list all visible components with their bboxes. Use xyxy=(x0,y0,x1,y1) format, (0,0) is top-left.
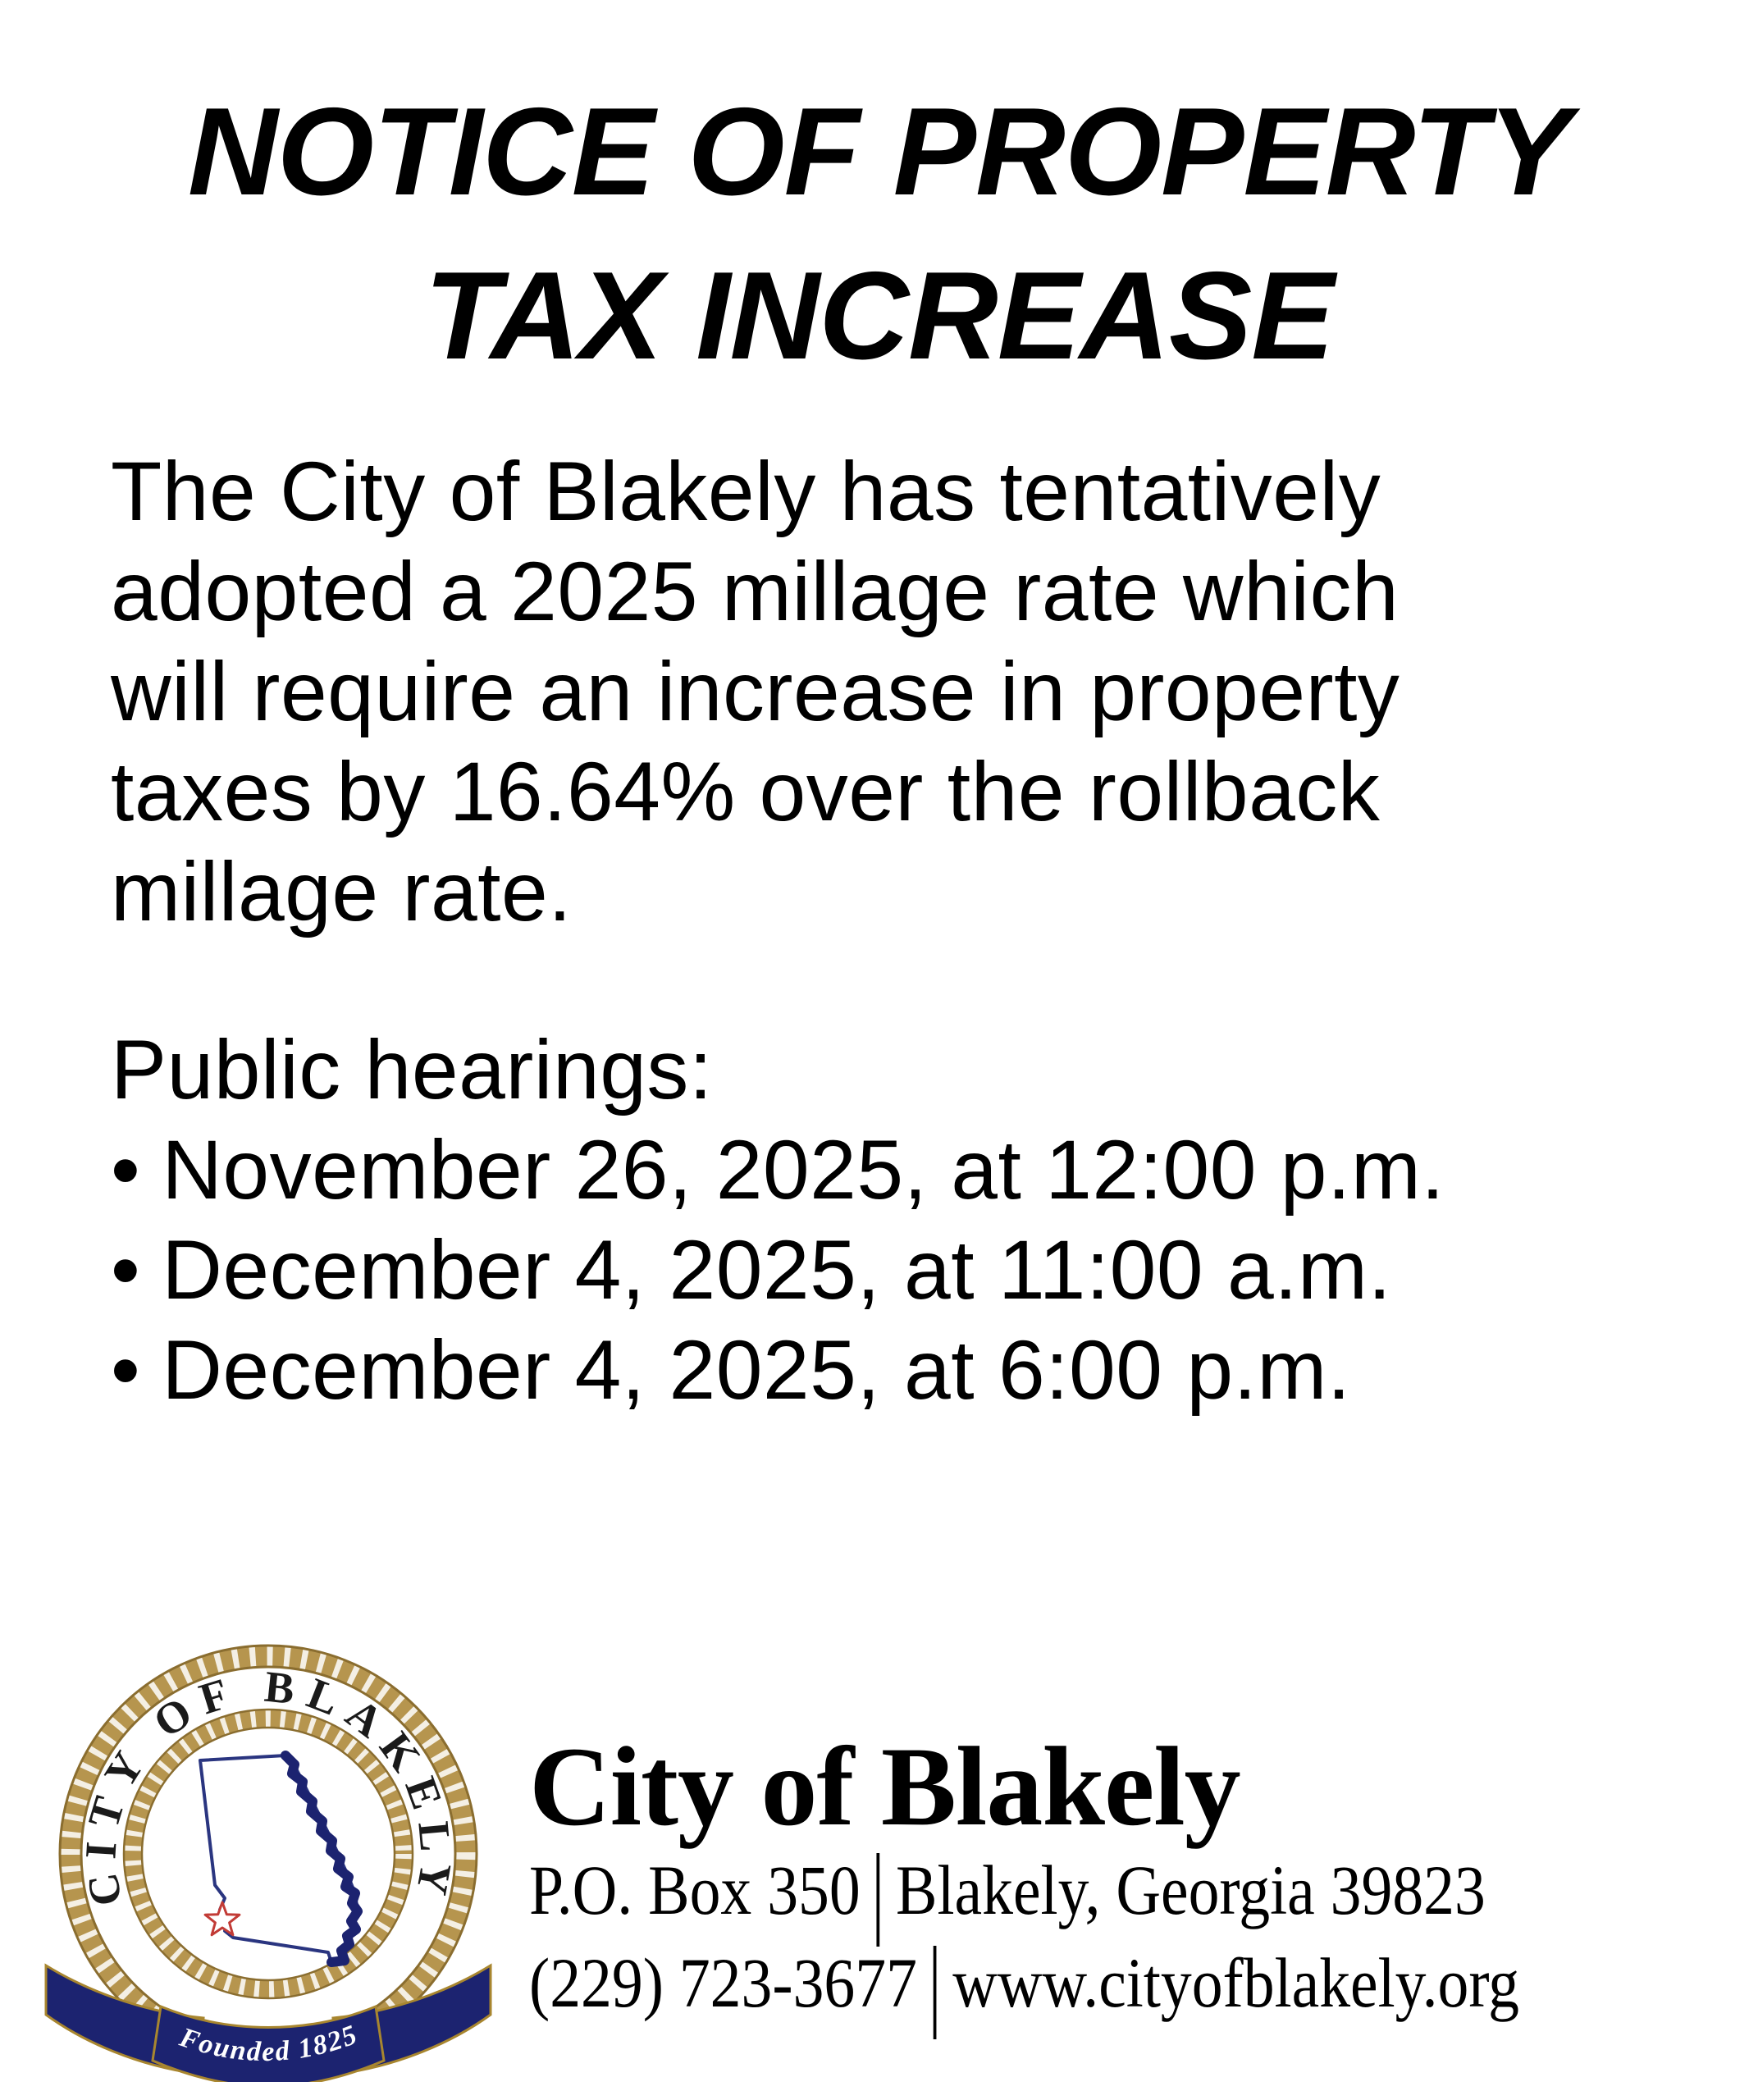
body-line: taxes by 16.64% over the rollback xyxy=(111,745,1381,838)
notice-title-line1: NOTICE OF PROPERTY xyxy=(187,82,1571,221)
separator-bar: | xyxy=(929,1925,942,2040)
footer-contact-block: City of Blakely P.O. Box 350 | Blakely, Ge… xyxy=(529,1723,1655,2040)
body-line: The City of Blakely has tentatively xyxy=(111,445,1381,538)
hearing-item: • December 4, 2025, at 11:00 a.m. xyxy=(111,1220,1709,1320)
hearing-text: November 26, 2025, at 12:00 p.m. xyxy=(162,1123,1445,1217)
phone-number: (229) 723-3677 xyxy=(529,1943,917,2022)
address-line: P.O. Box 350 | Blakely, Georgia 39823 xyxy=(529,1833,1519,1947)
body-line: millage rate. xyxy=(111,845,573,938)
phone-web-line: (229) 723-3677 | www.cityofblakely.org xyxy=(529,1925,1520,2039)
po-box: P.O. Box 350 xyxy=(529,1851,861,1929)
georgia-state-outline xyxy=(199,1751,363,1967)
org-name: City of Blakely xyxy=(529,1723,1241,1849)
hearing-item: • November 26, 2025, at 12:00 p.m. xyxy=(111,1120,1709,1220)
hearing-text: December 4, 2025, at 6:00 p.m. xyxy=(162,1323,1351,1417)
blakely-star-icon xyxy=(203,1901,241,1937)
georgia-east-border xyxy=(281,1751,363,1967)
body-line: will require an increase in property xyxy=(111,645,1400,738)
hearing-text: December 4, 2025, at 11:00 a.m. xyxy=(162,1223,1392,1317)
website-url: www.cityofblakely.org xyxy=(952,1943,1520,2022)
bullet-icon: • xyxy=(111,1223,141,1317)
city-seal-logo: CITY OF BLAKELY Founded 1825 xyxy=(44,1644,492,2082)
hearing-item: • December 4, 2025, at 6:00 p.m. xyxy=(111,1320,1709,1420)
founded-banner: Founded 1825 xyxy=(44,1963,492,2082)
notice-title: NOTICE OF PROPERTY TAX INCREASE xyxy=(0,70,1758,398)
hearings-heading: Public hearings: xyxy=(111,1023,713,1116)
notice-title-line2: TAX INCREASE xyxy=(424,246,1334,386)
bullet-icon: • xyxy=(111,1123,141,1217)
body-line: adopted a 2025 millage rate which xyxy=(111,545,1400,638)
separator-bar: | xyxy=(871,1833,884,1947)
city-state-zip: Blakely, Georgia 39823 xyxy=(896,1851,1486,1929)
notice-body: The City of Blakely has tentatively adop… xyxy=(111,441,1709,942)
hearings-section: Public hearings: • November 26, 2025, at … xyxy=(111,1020,1709,1420)
bullet-icon: • xyxy=(111,1323,141,1417)
